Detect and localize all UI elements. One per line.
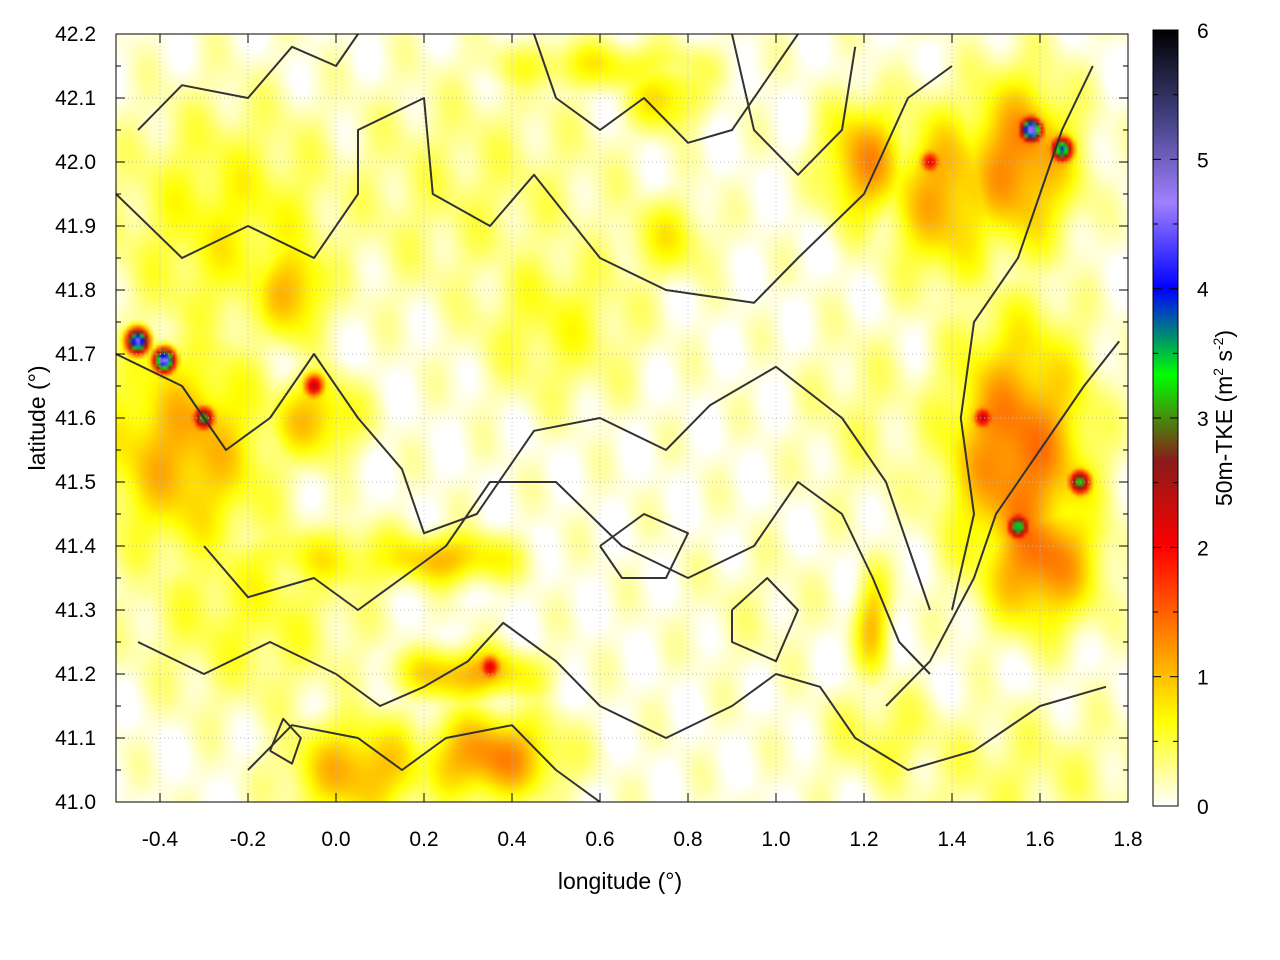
y-tick-label: 42.2 <box>55 23 96 46</box>
contour-line <box>203 481 931 675</box>
colorbar-title: 50m-TKE (m2 s-2) <box>1210 330 1237 506</box>
colorbar-tick-label: 2 <box>1197 537 1209 560</box>
x-tick-label: -0.2 <box>230 828 266 851</box>
x-tick-label: -0.4 <box>142 828 179 851</box>
x-tick-label: 1.8 <box>1113 828 1142 851</box>
contour-line <box>269 717 302 765</box>
contour-line <box>137 621 1107 771</box>
contour-lines <box>116 34 1120 802</box>
colorbar-tick-label: 5 <box>1197 149 1209 172</box>
colorbar-title-sup2: -2 <box>1210 337 1226 350</box>
colorbar-tick-label: 4 <box>1197 279 1209 302</box>
contour-line <box>137 34 359 131</box>
x-tick-label: 0.0 <box>321 828 350 851</box>
x-tick-label: 1.4 <box>937 828 967 851</box>
contour-line <box>599 513 689 579</box>
x-tick-label: 0.8 <box>673 828 702 851</box>
x-tick-label: 0.6 <box>585 828 614 851</box>
x-axis-title: longitude (°) <box>558 868 682 894</box>
y-tick-label: 41.9 <box>55 215 96 238</box>
y-tick-label: 41.2 <box>55 663 96 686</box>
contour-line <box>885 340 1120 707</box>
colorbar-title-main: 50m-TKE (m <box>1211 376 1237 506</box>
y-tick-label: 41.3 <box>55 599 96 622</box>
colorbar-tick-label: 1 <box>1197 667 1209 690</box>
contour-line <box>731 34 857 176</box>
y-tick-label: 42.1 <box>55 87 96 110</box>
y-tick-label: 41.6 <box>55 407 96 430</box>
colorbar-tick-label: 3 <box>1197 408 1209 431</box>
x-tick-label: 0.4 <box>497 828 527 851</box>
colorbar-title-sup1: 2 <box>1210 368 1226 376</box>
y-tick-label: 41.0 <box>55 791 96 814</box>
colorbar-title-end: ) <box>1211 330 1237 338</box>
y-tick-label: 41.4 <box>55 535 96 558</box>
contour-line <box>731 577 799 663</box>
x-tick-label: 1.2 <box>849 828 878 851</box>
contour-line <box>247 724 601 802</box>
x-tick-label: 0.2 <box>409 828 438 851</box>
x-tick-label: 1.0 <box>761 828 790 851</box>
contour-line <box>116 353 931 611</box>
colorbar-title-mid: s <box>1211 350 1237 368</box>
contour-line <box>533 34 799 144</box>
y-tick-label: 41.8 <box>55 279 96 302</box>
contour-line <box>951 65 1094 611</box>
y-axis-title: latitude (°) <box>24 365 50 470</box>
y-tick-label: 42.0 <box>55 151 96 174</box>
y-tick-label: 41.5 <box>55 471 96 494</box>
x-axis-ticks: -0.4 -0.2 0.0 0.2 0.4 0.6 0.8 1.0 1.2 1.4 1.6 1.8 <box>142 34 1143 851</box>
colorbar-tick-label: 0 <box>1197 796 1209 819</box>
colorbar-ticks: 0 1 2 3 4 5 6 <box>1153 20 1209 819</box>
x-tick-label: 1.6 <box>1025 828 1054 851</box>
y-tick-label: 41.1 <box>55 727 96 750</box>
contour-line <box>116 65 953 304</box>
y-axis-ticks: 41.0 41.1 41.2 41.3 41.4 41.5 41.6 41.7 41.8 41.9… <box>55 23 1128 814</box>
y-tick-label: 41.7 <box>55 343 96 366</box>
colorbar-tick-label: 6 <box>1197 20 1209 43</box>
